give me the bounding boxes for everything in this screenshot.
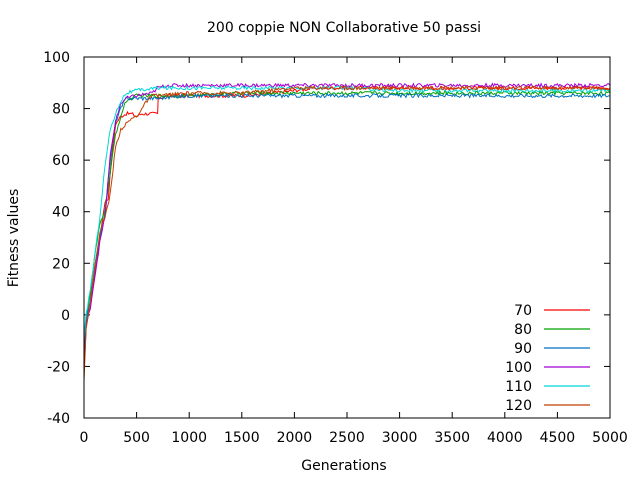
x-tick-label: 1500 bbox=[224, 430, 260, 446]
legend-label-110: 110 bbox=[505, 379, 532, 395]
y-axis-label: Fitness values bbox=[6, 189, 22, 287]
x-tick-label: 0 bbox=[80, 430, 89, 446]
y-tick-label: 40 bbox=[52, 205, 70, 221]
series-line-120 bbox=[83, 85, 611, 382]
x-tick-label: 5000 bbox=[592, 430, 628, 446]
plot-frame bbox=[83, 56, 611, 419]
y-tick-label: -40 bbox=[47, 411, 70, 427]
x-tick-label: 2500 bbox=[329, 430, 365, 446]
legend-label-80: 80 bbox=[514, 322, 532, 338]
x-axis-label: Generations bbox=[301, 458, 386, 474]
x-tick-label: 500 bbox=[123, 430, 150, 446]
x-tick-label: 3000 bbox=[382, 430, 418, 446]
series-line-90 bbox=[83, 92, 611, 355]
series-line-110 bbox=[83, 85, 610, 340]
y-tick-label: 0 bbox=[61, 308, 70, 324]
y-tick-label: 60 bbox=[52, 153, 70, 169]
y-tick-label: -20 bbox=[47, 359, 70, 375]
legend: 70 80 90 100 110 120 bbox=[505, 303, 590, 414]
y-tick-label: 100 bbox=[43, 50, 70, 66]
x-tick-label: 4500 bbox=[540, 430, 576, 446]
chart-title: 200 coppie NON Collaborative 50 passi bbox=[207, 20, 481, 36]
legend-label-70: 70 bbox=[514, 303, 532, 319]
y-tick-label: 80 bbox=[52, 102, 70, 118]
x-tick-label: 4000 bbox=[487, 430, 523, 446]
y-tick-label: 20 bbox=[52, 256, 70, 272]
legend-label-100: 100 bbox=[505, 360, 532, 376]
legend-label-120: 120 bbox=[505, 398, 532, 414]
x-tick-label: 1000 bbox=[171, 430, 207, 446]
axis-ticks: 0 500 1000 1500 2000 2500 3000 3500 4000 4500 5000… bbox=[43, 50, 628, 446]
legend-label-90: 90 bbox=[514, 341, 532, 357]
x-tick-label: 3500 bbox=[434, 430, 470, 446]
series-lines bbox=[83, 82, 611, 382]
x-tick-label: 2000 bbox=[277, 430, 313, 446]
